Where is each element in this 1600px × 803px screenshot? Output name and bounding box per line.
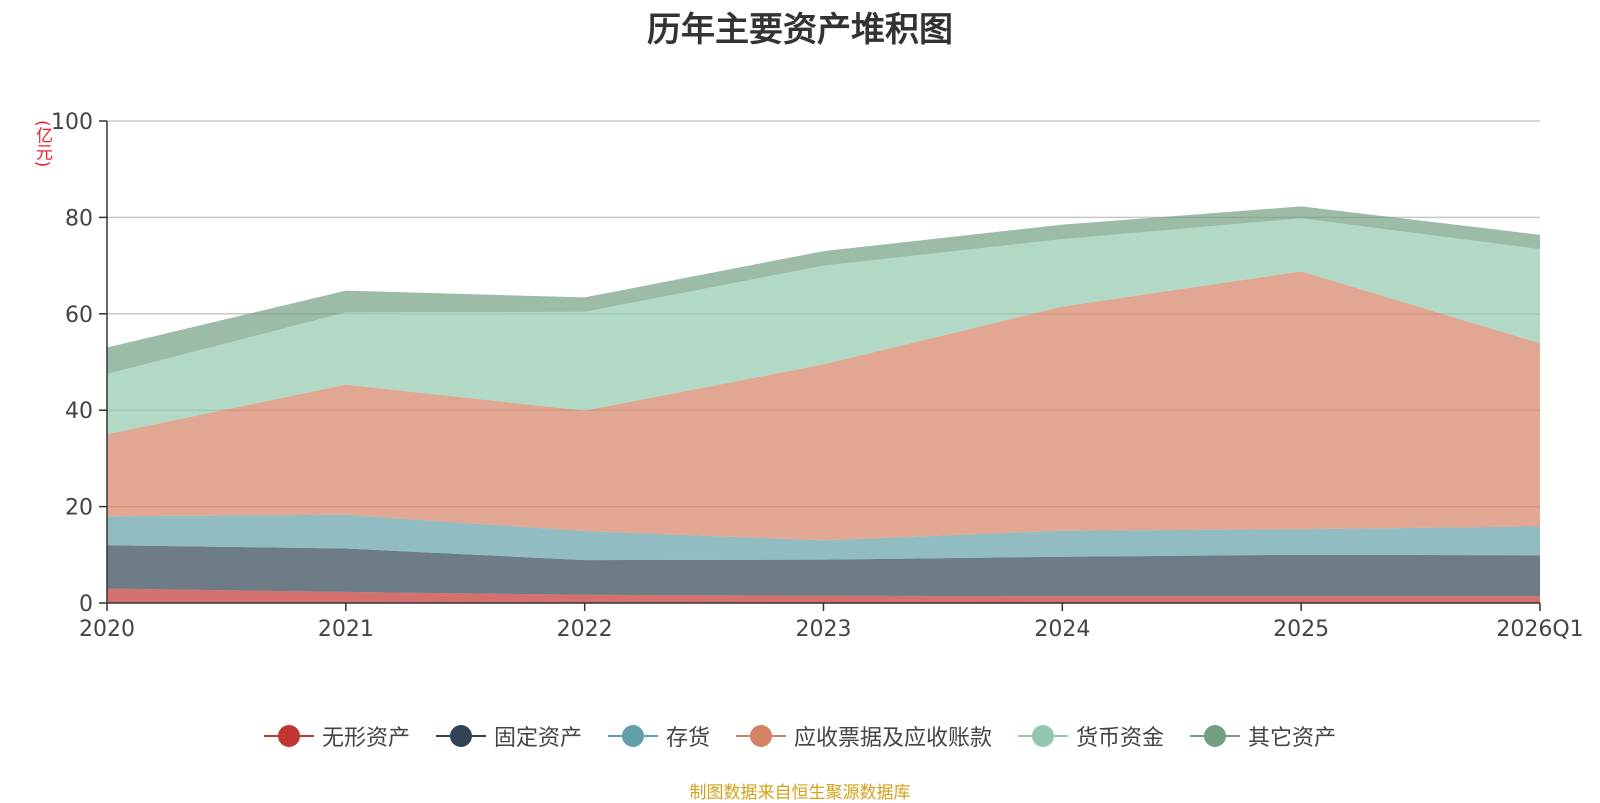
legend-label: 无形资产 [321, 726, 410, 751]
x-tick-label: 2020 [79, 617, 135, 642]
y-tick-label: 0 [79, 592, 93, 617]
legend-item-receivables[interactable]: 应收票据及应收账款 [736, 720, 992, 752]
y-tick-label: 100 [51, 110, 93, 135]
area-series [107, 206, 1540, 603]
y-tick-label: 40 [65, 399, 93, 424]
legend-marker-icon [435, 724, 486, 748]
legend-label: 固定资产 [493, 726, 582, 751]
y-tick-label: 80 [65, 206, 93, 231]
area-series-3[interactable] [107, 271, 1540, 541]
x-tick-label: 2024 [1034, 617, 1090, 642]
x-tick-label: 2025 [1273, 617, 1329, 642]
legend: 无形资产 固定资产 存货 应收票据及应收账款 货币资金 其它资产 [0, 720, 1600, 752]
tick-labels: 0 20 40 60 80 100 2020 2021 2022 2023 2024 2025 2026… [51, 110, 1584, 642]
x-tick-label: 2023 [796, 617, 852, 642]
area-series-5[interactable] [107, 206, 1540, 375]
legend-marker-icon [1190, 724, 1241, 748]
legend-marker-icon [1018, 724, 1069, 748]
axes [99, 120, 1541, 611]
x-tick-label: 2022 [557, 617, 613, 642]
x-tick-label: 2026Q1 [1496, 617, 1583, 642]
source-note: 制图数据来自恒生聚源数据库 [689, 783, 911, 803]
legend-item-other-assets[interactable]: 其它资产 [1190, 720, 1336, 752]
legend-label: 存货 [665, 726, 710, 751]
legend-item-fixed-assets[interactable]: 固定资产 [435, 720, 582, 752]
chart-title: 历年主要资产堆积图 [647, 10, 953, 50]
area-series-2[interactable] [107, 514, 1540, 561]
legend-label: 货币资金 [1076, 726, 1165, 751]
legend-item-intangible[interactable]: 无形资产 [263, 720, 410, 752]
y-tick-label: 20 [65, 496, 93, 521]
legend-marker-icon [736, 724, 786, 748]
legend-label: 应收票据及应收账款 [794, 726, 993, 751]
legend-marker-icon [263, 724, 314, 748]
x-tick-label: 2021 [318, 617, 374, 642]
legend-item-cash[interactable]: 货币资金 [1018, 720, 1164, 752]
area-series-4[interactable] [107, 218, 1540, 435]
y-axis-unit-label: (亿元) [32, 120, 52, 168]
legend-marker-icon [607, 724, 658, 748]
y-tick-label: 60 [65, 303, 93, 328]
area-series-1[interactable] [107, 545, 1540, 597]
legend-label: 其它资产 [1248, 726, 1337, 751]
legend-item-inventory[interactable]: 存货 [607, 720, 710, 752]
